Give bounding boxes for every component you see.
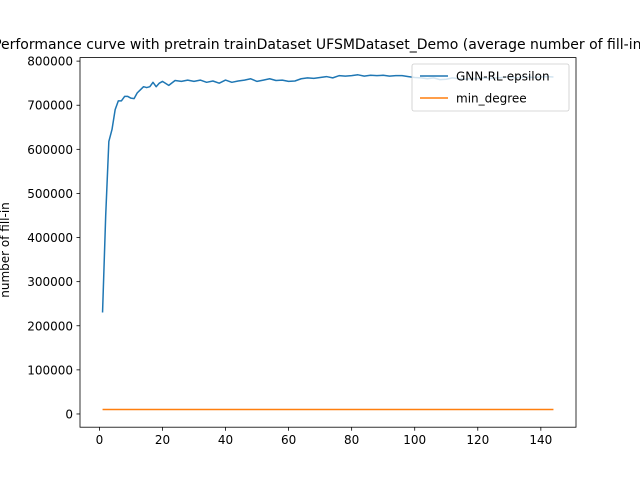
y-tick-label-6: 600000: [27, 143, 73, 157]
legend-box: [411, 63, 570, 112]
y-tick-label-0: 0: [65, 407, 73, 421]
y-tick-label-3: 300000: [27, 275, 73, 289]
x-tick-label-7: 140: [529, 433, 552, 447]
legend-label-0: GNN-RL-epsilon: [456, 70, 550, 84]
y-tick-label-8: 800000: [27, 55, 73, 69]
y-tick-label-4: 400000: [27, 231, 73, 245]
y-tick-label-2: 200000: [27, 319, 73, 333]
x-tick-label-2: 40: [218, 433, 233, 447]
y-tick-label-1: 100000: [27, 363, 73, 377]
x-tick-label-5: 100: [403, 433, 426, 447]
x-tick-label-4: 80: [344, 433, 359, 447]
plot-frame: [79, 57, 577, 428]
x-tick-label-0: 0: [96, 433, 104, 447]
x-tick-label-6: 120: [466, 433, 489, 447]
legend-label-1: min_degree: [456, 92, 527, 106]
plot-lines: [101, 74, 554, 411]
x-tick-label-1: 20: [155, 433, 170, 447]
y-tick-label-5: 500000: [27, 187, 73, 201]
legend: GNN-RL-epsilon min_degree: [411, 63, 570, 112]
y-tick-label-7: 700000: [27, 99, 73, 113]
chart-title: Performance curve with pretrain trainDat…: [0, 37, 640, 53]
y-axis-label: number of fill-in: [0, 202, 12, 298]
axes: 0 20 40 60 80 100 120 140 0 100000 200000 300000 400…: [27, 55, 577, 447]
x-tick-label-3: 60: [281, 433, 296, 447]
